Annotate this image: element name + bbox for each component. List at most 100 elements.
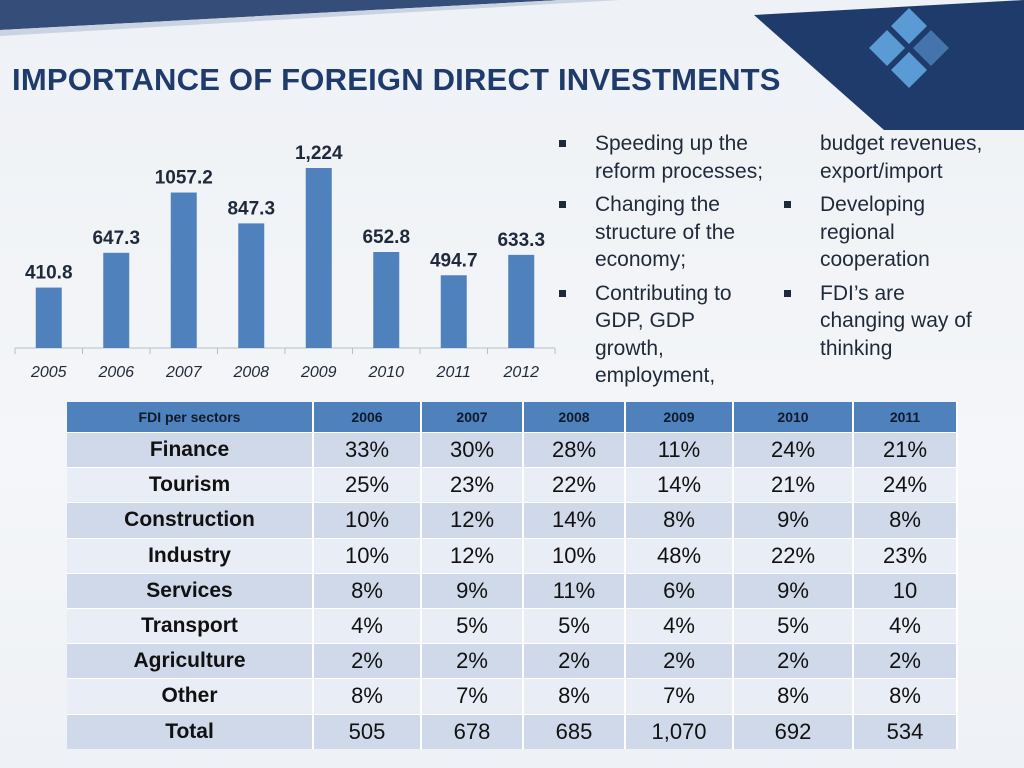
table-cell: 8% xyxy=(523,678,626,714)
table-cell: 24% xyxy=(733,431,854,468)
sector-label: Other xyxy=(67,678,314,714)
data-label: 1057.2 xyxy=(155,168,213,189)
table-cell: 2% xyxy=(625,643,734,679)
benefits-bullet-list: Speeding up the reform processes; Changin… xyxy=(555,130,1015,400)
table-cell: 10% xyxy=(313,502,422,539)
bullet-item-continuation: budget revenues, export/import xyxy=(820,132,983,183)
table-cell: 9% xyxy=(733,502,854,539)
table-cell: 2% xyxy=(733,643,854,679)
data-label: 847.3 xyxy=(227,198,275,219)
column-header: 2011 xyxy=(853,402,958,433)
fdi-bar-chart: 410.8 2005 647.3 2006 1057.2 2007 847.3 2008 1,2… xyxy=(14,143,556,381)
bullet-item: Developing regional cooperation xyxy=(780,191,1020,274)
x-tick-label: 2005 xyxy=(30,364,67,381)
x-tick-label: 2012 xyxy=(502,364,539,381)
column-header: 2007 xyxy=(421,402,524,433)
table-cell: 5% xyxy=(733,607,854,644)
bullet-item: Speeding up the reform processes; xyxy=(555,130,785,185)
table-cell: 10 xyxy=(853,572,958,609)
table-cell: 2% xyxy=(853,643,958,679)
sector-label: Services xyxy=(67,572,314,609)
table-cell: 2% xyxy=(313,643,422,679)
bar-2008 xyxy=(238,223,265,348)
table-row: Industry 10% 12% 10% 48% 22% 23% xyxy=(67,537,958,574)
data-label: 652.8 xyxy=(362,227,410,248)
table-row: Services 8% 9% 11% 6% 9% 10 xyxy=(67,572,958,609)
table-cell: 12% xyxy=(421,537,524,574)
sector-label: Industry xyxy=(67,537,314,574)
bar-2007 xyxy=(170,192,197,348)
bar-2009 xyxy=(305,168,332,348)
bar-2011 xyxy=(440,275,467,348)
sector-label: Finance xyxy=(67,431,314,468)
slide-title: IMPORTANCE OF FOREIGN DIRECT INVESTMENTS xyxy=(12,62,781,97)
sector-label: Tourism xyxy=(67,467,314,503)
table-cell: 5% xyxy=(421,607,524,644)
table-row: Construction 10% 12% 14% 8% 9% 8% xyxy=(67,502,958,539)
sector-label: Construction xyxy=(67,502,314,539)
table-row: Transport 4% 5% 5% 4% 5% 4% xyxy=(67,607,958,644)
bar-2012 xyxy=(508,254,535,348)
table-cell: 4% xyxy=(625,607,734,644)
bullet-column-left: Speeding up the reform processes; Changin… xyxy=(555,130,785,396)
square-bullet-icon xyxy=(784,289,791,297)
table-cell: 21% xyxy=(853,431,958,468)
table-cell: 14% xyxy=(625,467,734,503)
table-cell: 4% xyxy=(853,607,958,644)
table-cell: 23% xyxy=(853,537,958,574)
table-cell: 7% xyxy=(625,678,734,714)
table-cell: 24% xyxy=(853,467,958,503)
bullet-column-right: budget revenues, export/import Developing… xyxy=(780,130,1020,368)
table-cell: 8% xyxy=(313,678,422,714)
table-cell: 8% xyxy=(625,502,734,539)
column-header: FDI per sectors xyxy=(67,402,314,433)
table-cell: 534 xyxy=(853,713,958,749)
column-header: 2006 xyxy=(313,402,422,433)
data-label: 494.7 xyxy=(430,250,478,271)
table-cell: 9% xyxy=(733,572,854,609)
x-tick-label: 2009 xyxy=(300,364,337,381)
table-cell: 25% xyxy=(313,467,422,503)
data-label: 647.3 xyxy=(92,228,140,249)
table-header-row: FDI per sectors 2006 2007 2008 2009 2010… xyxy=(67,402,958,433)
data-label: 410.8 xyxy=(25,263,73,284)
table-cell: 678 xyxy=(421,713,524,749)
table-cell: 6% xyxy=(625,572,734,609)
table-cell: 685 xyxy=(523,713,626,749)
bar-2006 xyxy=(103,252,130,348)
table-cell: 8% xyxy=(853,678,958,714)
table-row: Agriculture 2% 2% 2% 2% 2% 2% xyxy=(67,643,958,679)
table-cell: 22% xyxy=(733,537,854,574)
column-header: 2009 xyxy=(625,402,734,433)
table-cell: 23% xyxy=(421,467,524,503)
table-cell: 692 xyxy=(733,713,854,749)
table-cell: 11% xyxy=(523,572,626,609)
square-bullet-icon xyxy=(559,289,566,297)
sector-label: Total xyxy=(67,713,314,749)
data-label: 633.3 xyxy=(497,230,545,251)
table-cell: 33% xyxy=(313,431,422,468)
column-header: 2010 xyxy=(733,402,854,433)
x-tick-label: 2007 xyxy=(165,364,203,381)
bar-2010 xyxy=(373,252,400,348)
x-tick-label: 2006 xyxy=(97,364,134,381)
company-logo-icon xyxy=(869,8,949,88)
table-cell: 11% xyxy=(625,431,734,468)
table-cell: 30% xyxy=(421,431,524,468)
table-row: Total 505 678 685 1,070 692 534 xyxy=(67,713,958,749)
table-cell: 5% xyxy=(523,607,626,644)
table-cell: 14% xyxy=(523,502,626,539)
table-cell: 2% xyxy=(421,643,524,679)
square-bullet-icon xyxy=(784,201,791,208)
table-cell: 22% xyxy=(523,467,626,503)
table-cell: 10% xyxy=(313,537,422,574)
table-cell: 1,070 xyxy=(625,713,734,749)
column-header: 2008 xyxy=(523,402,626,433)
square-bullet-icon xyxy=(559,201,566,208)
table-cell: 21% xyxy=(733,467,854,503)
bullet-item: Contributing to GDP, GDP growth, employment… xyxy=(555,280,785,390)
table-cell: 2% xyxy=(523,643,626,679)
table-cell: 7% xyxy=(421,678,524,714)
bullet-item: FDI’s are changing way of thinking xyxy=(780,280,1020,363)
square-bullet-icon xyxy=(559,140,566,147)
